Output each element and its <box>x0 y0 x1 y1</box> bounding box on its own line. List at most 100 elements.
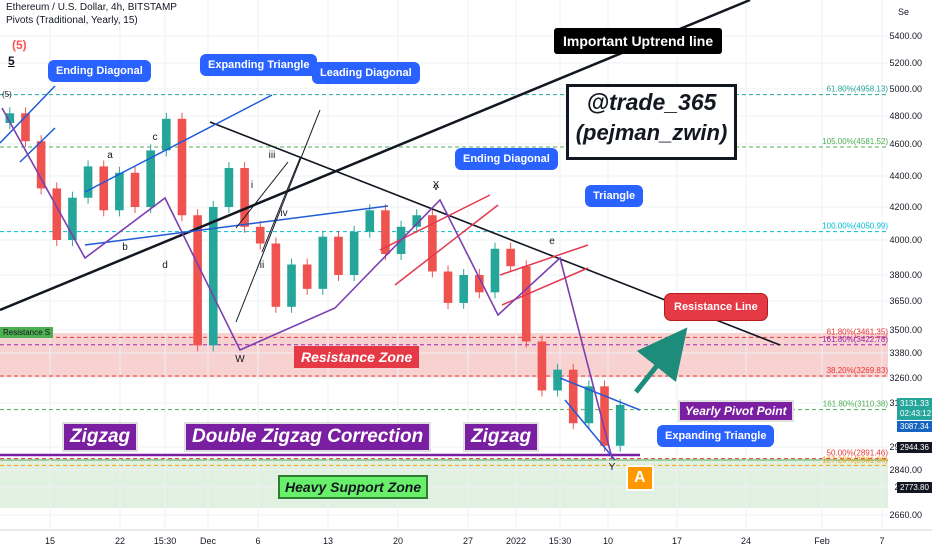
zigzag-label-1: Zigzag <box>62 422 139 452</box>
candle-body <box>255 226 265 244</box>
price-tick: 2840.00 <box>889 465 922 475</box>
price-axis-bg <box>888 0 932 530</box>
ending-diagonal-1-lower <box>19 127 56 163</box>
wave-5-small-label: (5) <box>2 90 12 99</box>
countdown: 02:43:12 <box>900 409 932 418</box>
candle-body <box>459 275 468 303</box>
triangle-callout: Triangle <box>585 185 644 207</box>
yearly-pivot-label: Yearly Pivot Point <box>678 400 794 422</box>
candle-body <box>553 369 562 391</box>
candle-body <box>193 215 202 346</box>
candle-body <box>428 215 437 272</box>
resistance-zone-label: Resistance Zone <box>294 346 420 368</box>
price-axis: 5400.00 5200.00 5000.00 4800.00 4600.00 4400.… <box>888 0 932 530</box>
fib-level-label: 105.00%(4581.52) <box>822 137 888 146</box>
price-tick: 5000.00 <box>889 84 922 94</box>
wave-label: ii <box>260 260 264 271</box>
fib-levels: 61.80%(4958.13) 105.00%(4581.52) 100.00%(4… <box>0 85 888 466</box>
candle-body <box>224 168 234 207</box>
ending-diagonal-1-upper <box>0 85 56 144</box>
time-tick: 20 <box>393 536 403 546</box>
watermark-box: @trade_365 (pejman_zwin) <box>566 84 737 160</box>
price-tick: 4400.00 <box>889 171 922 181</box>
candle-body <box>146 150 155 207</box>
time-tick: Dec <box>200 536 217 546</box>
ending-diagonal-2-upper <box>379 194 491 251</box>
expanding-triangle-lower <box>84 205 389 246</box>
breakout-arrow <box>634 327 688 394</box>
expanding-triangle-upper <box>84 94 273 193</box>
expanding-triangle-2-upper <box>559 377 641 411</box>
heavy-support-zone-label: Heavy Support Zone <box>278 475 429 499</box>
time-tick: 22 <box>115 536 125 546</box>
candle-body <box>162 118 171 151</box>
wave-label: X <box>433 180 440 191</box>
expanding-triangle-2-lower <box>564 399 616 461</box>
price-tick: 4600.00 <box>889 139 922 149</box>
price-tick: 3260.00 <box>889 373 922 383</box>
zigzag-wave-path <box>1 107 613 459</box>
wave-label: v <box>434 182 439 193</box>
candle-body <box>334 236 343 275</box>
time-tick: 13 <box>323 536 333 546</box>
candle-body <box>490 248 500 293</box>
ending-diagonal-2-lower <box>394 204 499 286</box>
candle-body <box>475 275 484 293</box>
candle-body <box>130 172 140 207</box>
zigzag-label-2: Zigzag <box>463 422 540 452</box>
wave-label: d <box>162 260 168 271</box>
fib-level-label: 50.00%(2891.46) <box>827 449 889 458</box>
candle-body <box>302 264 312 289</box>
wave-label: i <box>251 180 253 191</box>
resistance-line-callout: Resistance Line <box>664 293 768 321</box>
wave-5-label: (5) <box>12 38 27 52</box>
ending-diagonal-callout-1: Ending Diagonal <box>48 60 151 82</box>
price-tick: 3650.00 <box>889 296 922 306</box>
chart-grid <box>0 0 888 530</box>
leading-diagonal-b <box>261 157 301 253</box>
heavy-support-zone-band <box>0 460 888 508</box>
candle-body <box>568 369 578 424</box>
price-tick: 3500.00 <box>889 325 922 335</box>
time-tick: 2022 <box>506 536 526 546</box>
candle-body <box>443 271 453 303</box>
triangle-upper <box>499 244 589 276</box>
wave-label: W <box>235 354 245 365</box>
wave-label: Y <box>609 462 616 473</box>
fib-level-label: 161.80%(3422.78) <box>822 335 888 344</box>
wave-label: iii <box>269 150 276 161</box>
candle-body <box>615 404 625 446</box>
candle-body <box>506 248 515 267</box>
price-tick: 3800.00 <box>889 270 922 280</box>
leading-diagonal-c <box>235 161 289 229</box>
candle-body <box>537 341 547 391</box>
candle-body <box>600 386 609 446</box>
double-zigzag-label: Double Zigzag Correction <box>184 422 432 452</box>
time-tick: 15 <box>45 536 55 546</box>
time-tick: 6 <box>255 536 260 546</box>
time-tick: 7 <box>879 536 884 546</box>
price-tick: 4000.00 <box>889 235 922 245</box>
price-tick: 4800.00 <box>889 111 922 121</box>
wave-label: a <box>107 150 113 161</box>
time-tick: 17 <box>672 536 682 546</box>
wave-5-red-label: 5 <box>8 54 15 68</box>
candle-body <box>521 266 531 342</box>
fib-level-label: 38.20%(3269.83) <box>827 366 889 375</box>
candle-body <box>584 386 594 424</box>
fib-level-label: 127.20%(2861.06) <box>822 455 888 464</box>
candle-body <box>208 207 218 346</box>
ema-badge: 3087.34 <box>897 421 932 432</box>
leading-diagonal-a <box>235 109 321 323</box>
time-axis: 15 22 15:30 Dec 6 13 20 27 2022 15:30 10 17 24 Feb 7 <box>0 529 932 550</box>
wave-label: c <box>153 132 158 143</box>
heavy-support-badge: 2773.80 <box>897 482 932 493</box>
wave-label: b <box>122 242 128 253</box>
candle-body <box>21 113 30 142</box>
resistance-s-tag: Resistance S <box>0 327 54 338</box>
wave-label: e <box>549 236 555 247</box>
ending-diagonal-callout-2: Ending Diagonal <box>455 148 558 170</box>
last-price-badge: 3131.33 02:43:12 <box>897 398 932 420</box>
time-tick: Feb <box>814 536 830 546</box>
